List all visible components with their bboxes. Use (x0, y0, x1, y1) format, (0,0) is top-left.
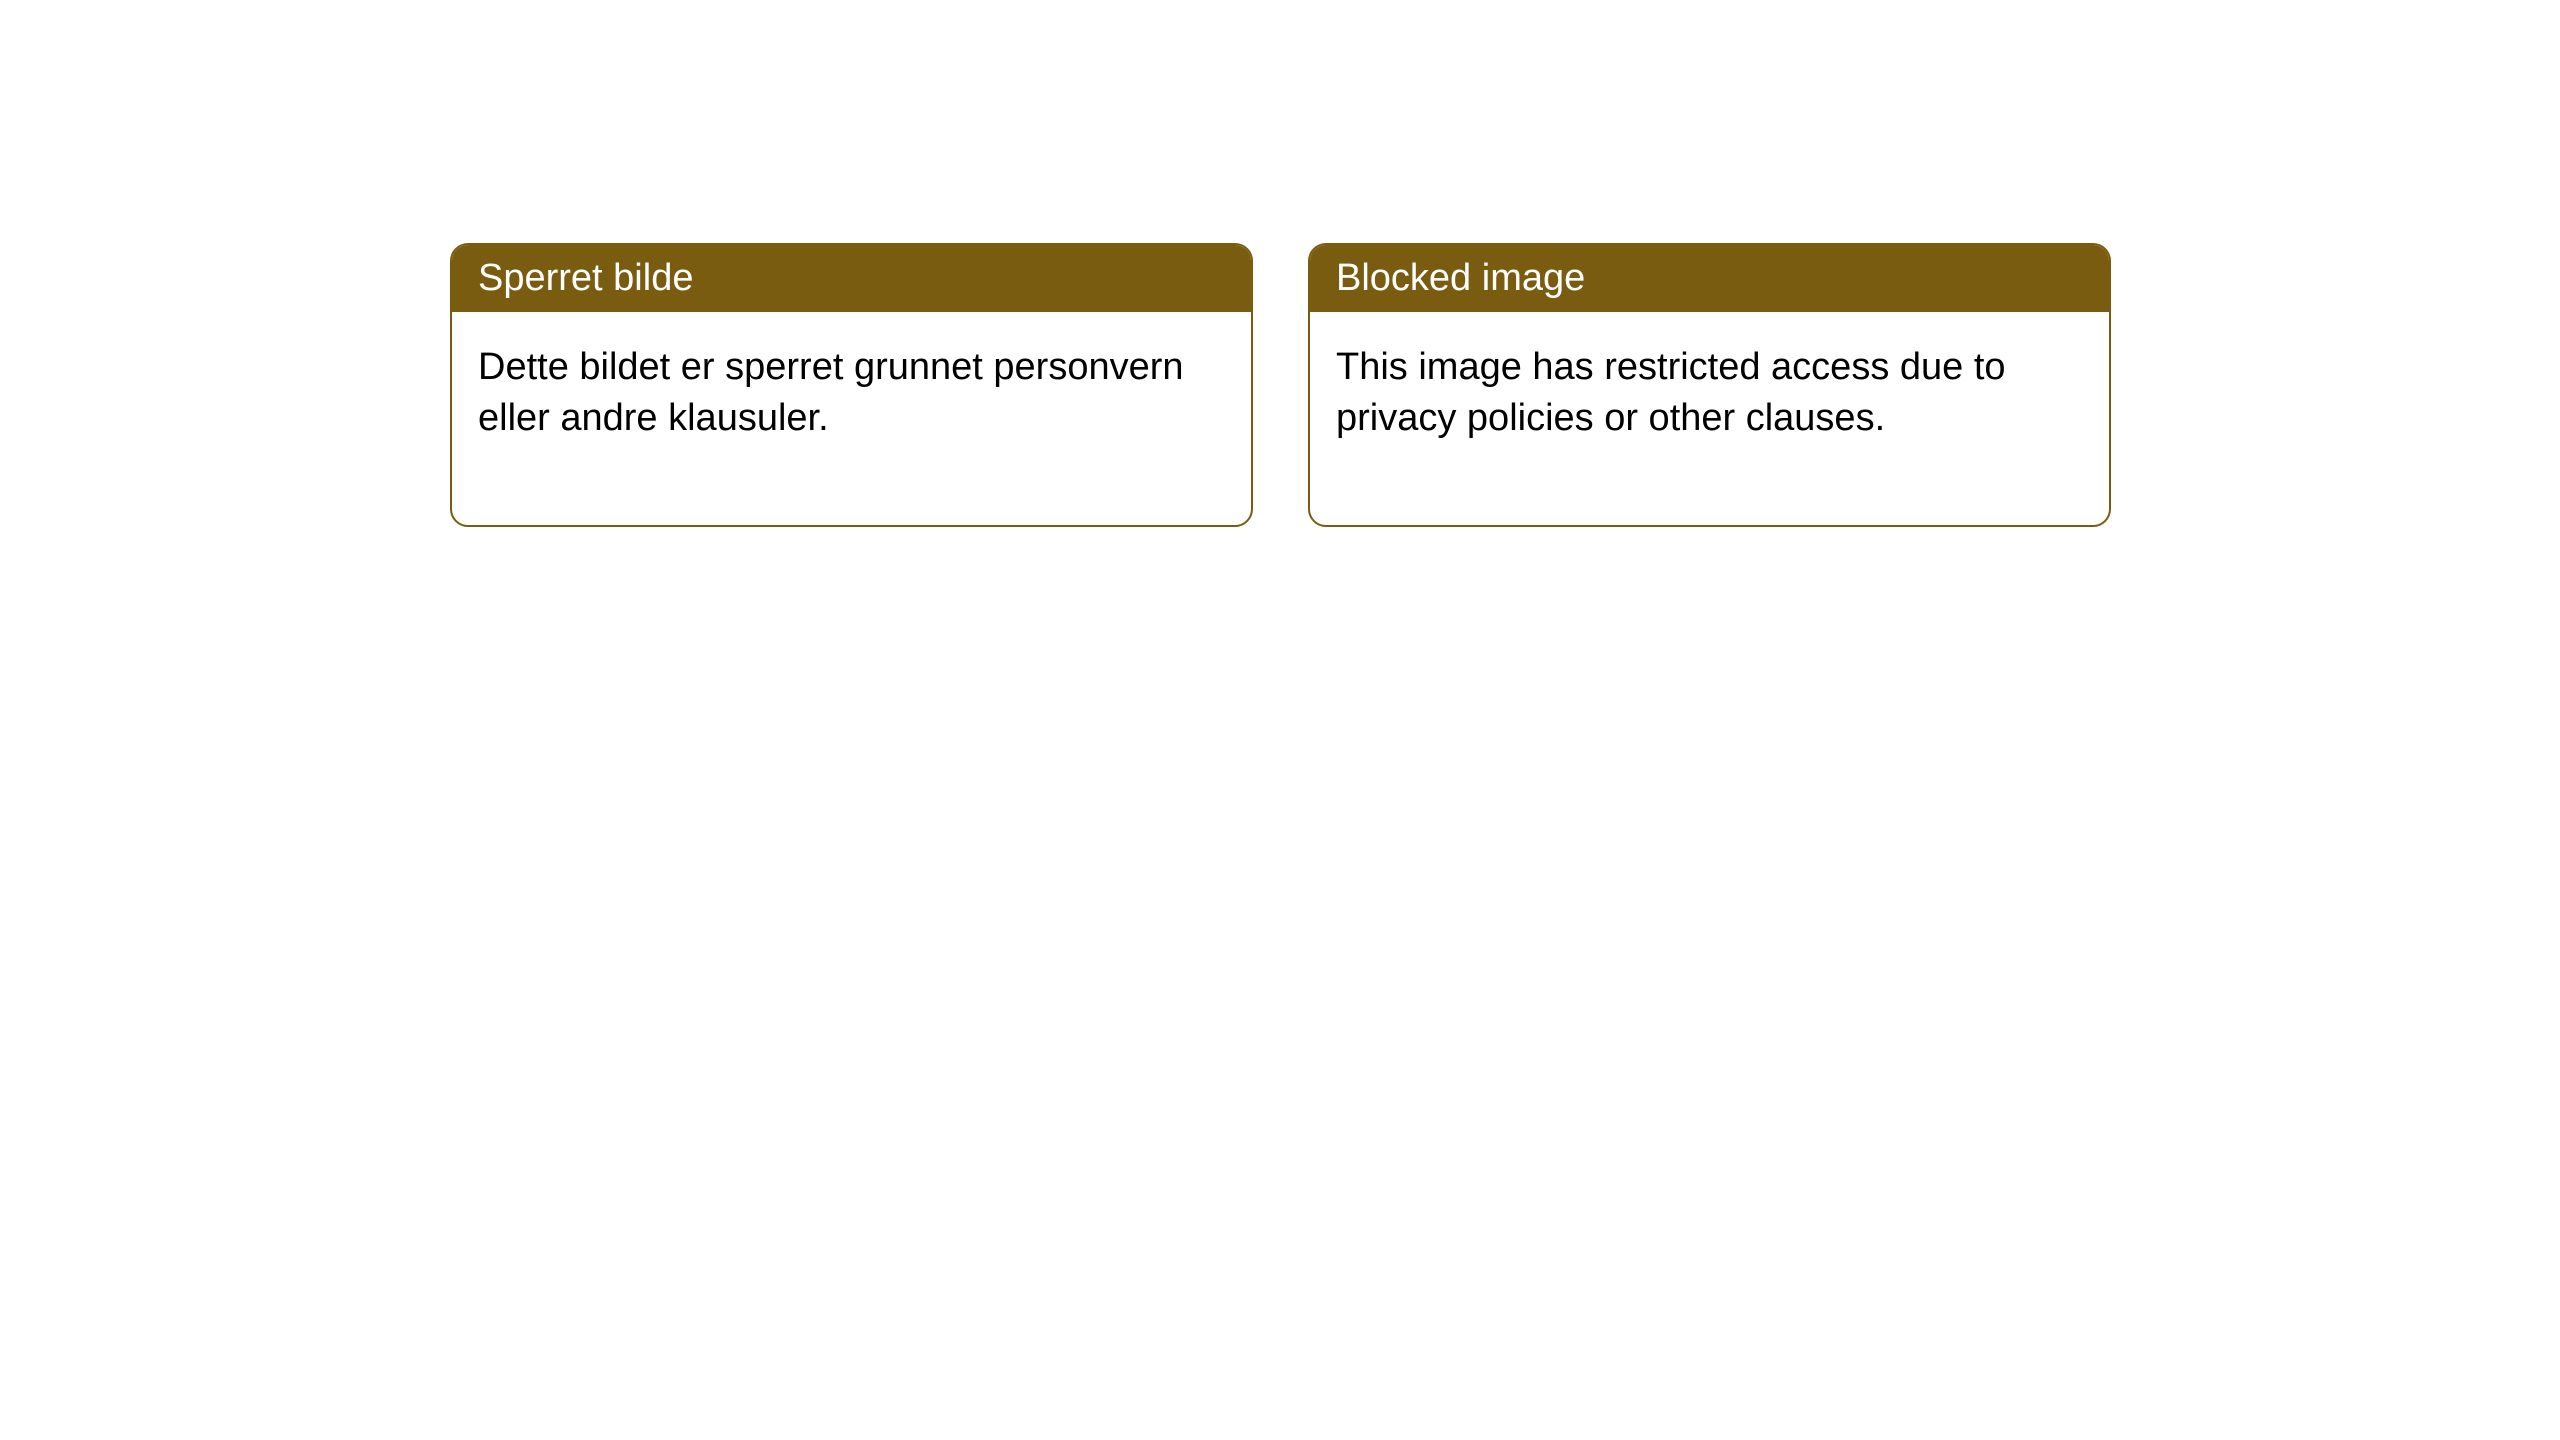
notice-header: Blocked image (1310, 245, 2109, 312)
notice-box-norwegian: Sperret bilde Dette bildet er sperret gr… (450, 243, 1253, 527)
notice-title: Blocked image (1336, 257, 1585, 299)
notice-body: Dette bildet er sperret grunnet personve… (452, 312, 1251, 525)
notice-box-english: Blocked image This image has restricted … (1308, 243, 2111, 527)
notice-container: Sperret bilde Dette bildet er sperret gr… (450, 243, 2111, 527)
notice-title: Sperret bilde (478, 257, 693, 299)
notice-body-text: Dette bildet er sperret grunnet personve… (478, 346, 1184, 439)
notice-body: This image has restricted access due to … (1310, 312, 2109, 525)
notice-header: Sperret bilde (452, 245, 1251, 312)
notice-body-text: This image has restricted access due to … (1336, 346, 2006, 439)
